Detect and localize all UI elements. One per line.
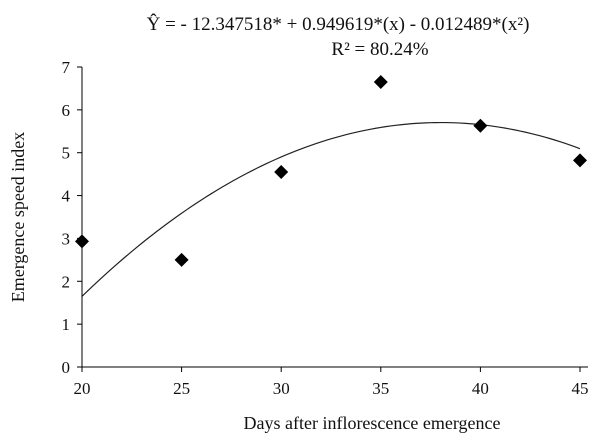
regression-equation: Ŷ = - 12.347518* + 0.949619*(x) - 0.0124… [147, 13, 530, 35]
y-tick-label: 5 [62, 144, 71, 163]
x-tick-label: 40 [472, 379, 489, 398]
y-tick-label: 3 [62, 229, 71, 248]
x-tick-label: 20 [74, 379, 91, 398]
y-tick-label: 0 [62, 358, 71, 377]
y-tick-label: 2 [62, 272, 71, 291]
x-tick-label: 35 [372, 379, 389, 398]
data-point [473, 118, 488, 133]
y-tick-label: 1 [62, 315, 71, 334]
data-point [174, 252, 189, 267]
y-tick-label: 4 [62, 187, 71, 206]
plot-area [75, 75, 587, 297]
trendline [81, 121, 581, 297]
r-squared-label: R² = 80.24% [331, 39, 428, 60]
data-point [573, 153, 587, 168]
x-tick-label: 25 [173, 379, 190, 398]
data-point [274, 165, 289, 179]
data-point [373, 75, 388, 89]
y-tick-label: 7 [62, 58, 71, 77]
x-tick-label: 30 [273, 379, 290, 398]
x-axis-label: Days after inflorescence emergence [243, 413, 500, 433]
y-axis-label: Emergence speed index [8, 132, 28, 303]
y-tick-label: 6 [62, 101, 71, 120]
x-tick-label: 45 [572, 379, 589, 398]
y-ticks: 0 1 2 3 4 5 6 7 [62, 58, 82, 377]
x-ticks: 20 25 30 35 40 45 [74, 367, 589, 398]
